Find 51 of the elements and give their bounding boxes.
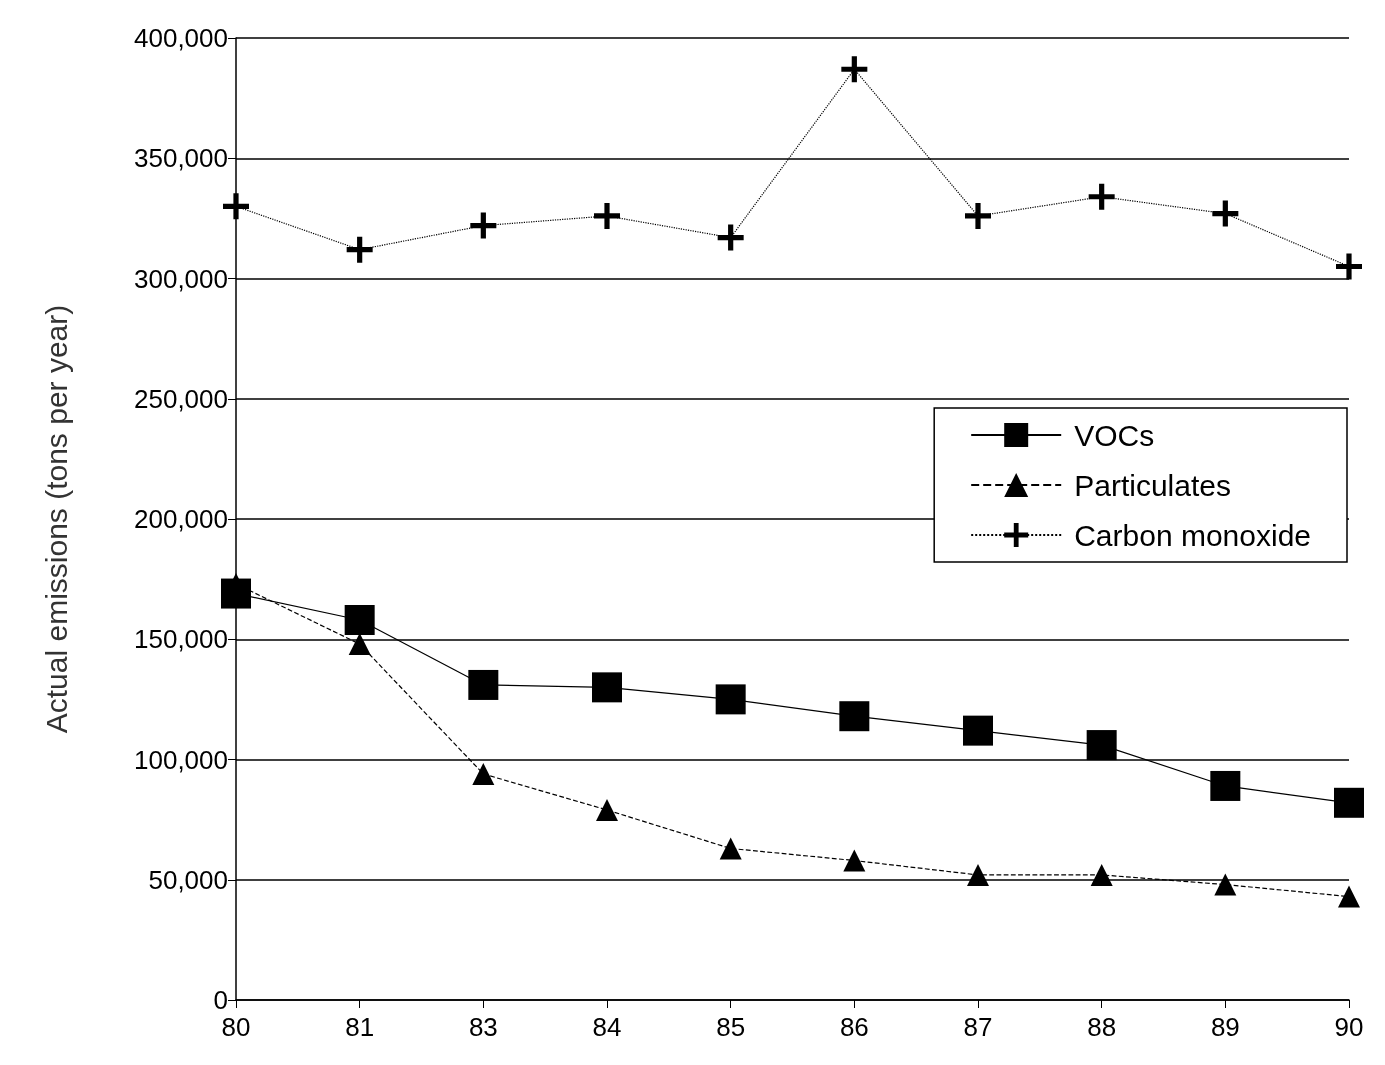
point <box>1088 183 1115 210</box>
x-tick-label: 81 <box>345 1012 375 1042</box>
point <box>1334 787 1364 818</box>
x-tick-label: 86 <box>839 1012 869 1042</box>
y-tick-label: 150,000 <box>134 624 228 655</box>
point <box>468 669 499 700</box>
point <box>344 605 375 636</box>
point <box>470 212 497 239</box>
point <box>596 799 618 822</box>
point <box>1210 770 1241 801</box>
point <box>715 684 746 715</box>
point <box>841 56 868 83</box>
x-tick-label: 87 <box>963 1012 993 1042</box>
point <box>1086 730 1117 761</box>
point <box>1212 200 1239 227</box>
y-tick-label: 200,000 <box>134 504 228 534</box>
y-tick-label: 100,000 <box>134 744 228 775</box>
legend-label: VOCs <box>1074 418 1155 452</box>
point <box>719 837 742 860</box>
point <box>592 672 622 703</box>
point <box>843 849 866 872</box>
legend-label: Particulates <box>1074 468 1231 502</box>
x-tick-label: 85 <box>716 1012 746 1042</box>
point <box>963 715 993 746</box>
point <box>1338 885 1360 908</box>
x-tick-label: 83 <box>468 1012 498 1042</box>
point <box>594 202 620 229</box>
point <box>839 701 870 732</box>
x-tick-label: 84 <box>592 1012 622 1042</box>
x-tick-label: 88 <box>1087 1012 1117 1042</box>
y-tick-label: 50,000 <box>148 864 228 895</box>
point <box>472 762 495 785</box>
point <box>1090 863 1113 886</box>
y-tick-label: 300,000 <box>134 263 228 294</box>
y-axis-title: Actual emissions (tons per year) <box>39 304 73 734</box>
point <box>348 633 371 656</box>
point <box>717 224 744 251</box>
x-tick-label: 80 <box>221 1012 251 1042</box>
y-tick-label: 250,000 <box>134 383 228 414</box>
x-tick-label: 90 <box>1334 1012 1364 1042</box>
point <box>965 202 991 229</box>
x-tick-label: 89 <box>1210 1012 1240 1042</box>
point <box>967 863 989 886</box>
legend-label: Carbon monoxide <box>1074 518 1312 552</box>
point <box>223 193 249 220</box>
point <box>1336 253 1362 280</box>
y-tick-label: 350,000 <box>134 143 228 174</box>
point <box>1214 873 1237 896</box>
y-tick-label: 0 <box>213 985 228 1015</box>
point <box>346 236 373 263</box>
y-tick-label: 400,000 <box>134 23 228 53</box>
